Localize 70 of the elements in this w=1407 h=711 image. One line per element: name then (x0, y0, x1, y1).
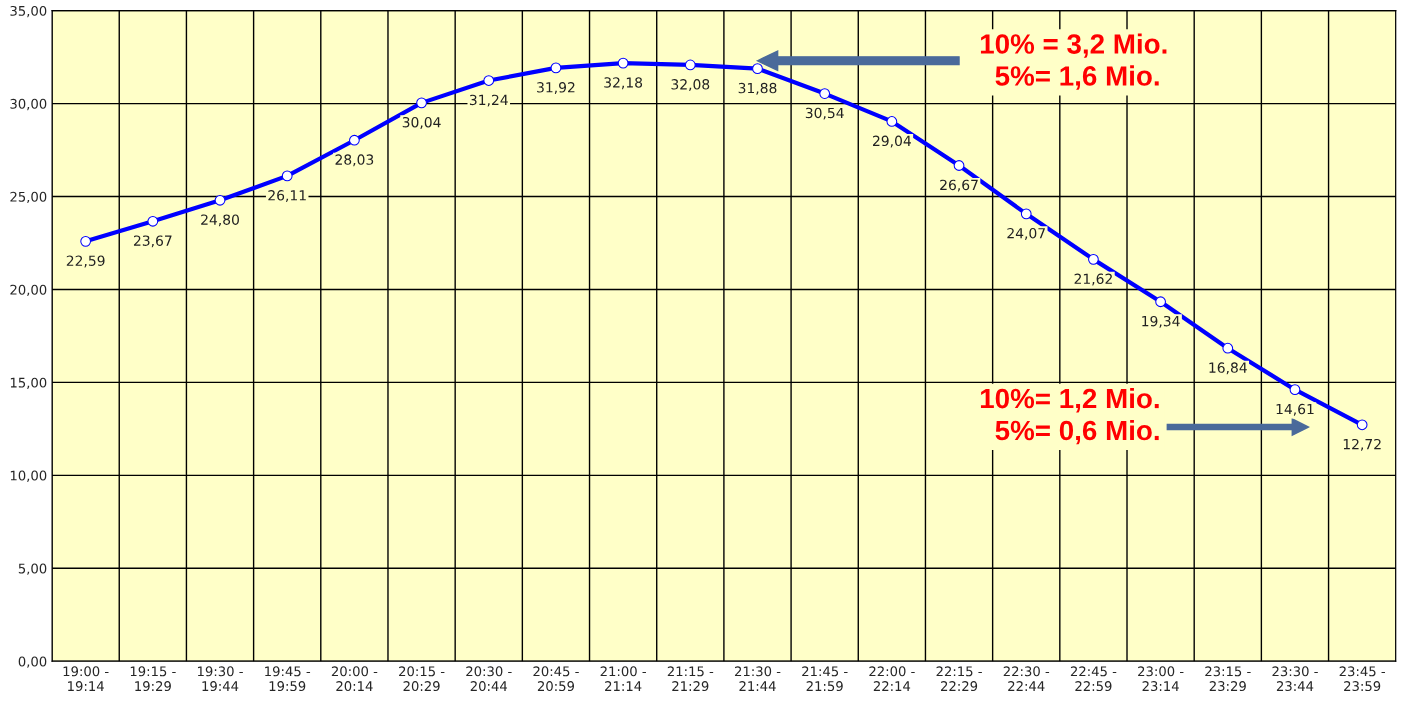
data-label: 31,24 (469, 94, 508, 107)
annotation: 10% = 3,2 Mio. 5%= 1,6 Mio. (980, 33, 1167, 90)
data-label: 21,62 (1074, 273, 1112, 286)
y-tick-label: 0,00 (18, 656, 47, 668)
data-label: 19,34 (1142, 315, 1180, 328)
x-tick-label: 22:30 - 22:44 (1003, 666, 1050, 691)
annotation: 10%= 1,2 Mio. 5%= 0,6 Mio. (980, 387, 1159, 445)
data-label: 16,84 (1209, 362, 1247, 375)
y-tick-label: 15,00 (10, 377, 47, 389)
point (281, 170, 293, 182)
data-label: 22,59 (66, 255, 105, 268)
point (752, 63, 763, 75)
point (147, 215, 159, 227)
x-tick-label: 22:45 - 22:59 (1070, 666, 1117, 692)
x-tick-label: 21:15 - 21:29 (667, 666, 714, 692)
data-label: 26,11 (268, 190, 306, 202)
x-tick-label: 19:45 - 19:59 (265, 666, 311, 692)
x-tick-label: 23:15 - 23:29 (1205, 666, 1251, 692)
y-tick-label: 30,00 (10, 98, 47, 111)
data-label: 32,08 (671, 79, 710, 91)
x-tick-label: 23:00 - 23:14 (1138, 666, 1184, 692)
point (1020, 208, 1032, 220)
point (416, 97, 427, 109)
point (1088, 253, 1099, 265)
x-tick-label: 20:30 - 20:44 (466, 666, 512, 692)
x-tick-label: 19:00 - 19:14 (63, 666, 109, 692)
point (214, 194, 226, 206)
x-tick-label: 20:00 - 20:14 (331, 666, 378, 692)
data-label: 32,18 (604, 77, 643, 90)
x-tick-label: 19:30 - 19:44 (197, 666, 243, 692)
data-label: 31,88 (738, 82, 777, 95)
y-tick-label: 25,00 (10, 191, 47, 204)
x-tick-label: 20:15 - 20:29 (399, 666, 445, 692)
x-tick-label: 21:30 - 21:44 (734, 666, 781, 691)
data-label: 31,92 (537, 82, 575, 94)
data-label: 30,04 (402, 116, 441, 129)
point (1356, 419, 1368, 431)
point (349, 134, 360, 146)
point (953, 160, 965, 171)
x-tick-label: 21:45 - 21:59 (802, 666, 848, 692)
x-tick-label: 21:00 - 21:14 (600, 666, 646, 691)
point (483, 75, 495, 86)
y-tick-label: 10,00 (10, 470, 47, 482)
point (1222, 342, 1234, 354)
x-tick-label: 22:00 - 22:14 (869, 666, 915, 691)
data-label: 29,04 (873, 135, 911, 148)
x-tick-label: 23:45 - 23:59 (1339, 666, 1385, 692)
data-label: 24,80 (201, 214, 239, 227)
point (1289, 384, 1301, 396)
point (684, 59, 696, 71)
data-label: 24,07 (1007, 227, 1045, 240)
data-label: 12,72 (1343, 438, 1381, 451)
data-label: 23,67 (133, 235, 172, 248)
x-tick-label: 22:15 - 22:29 (936, 666, 982, 692)
point (80, 235, 92, 247)
x-tick-label: 23:30 - 23:44 (1272, 666, 1318, 692)
point (886, 116, 898, 127)
y-tick-label: 5,00 (18, 563, 47, 575)
point (819, 88, 831, 99)
y-tick-label: 35,00 (10, 5, 47, 18)
data-label: 26,67 (940, 179, 978, 192)
point (550, 62, 562, 74)
data-label: 30,54 (805, 107, 844, 120)
point (617, 57, 629, 69)
point (1155, 296, 1166, 308)
x-tick-label: 19:15 - 19:29 (130, 666, 176, 692)
y-tick-label: 20,00 (10, 284, 47, 297)
data-label: 28,03 (335, 154, 374, 167)
data-label: 14,61 (1276, 403, 1314, 416)
x-tick-label: 20:45 - 20:59 (533, 666, 579, 692)
